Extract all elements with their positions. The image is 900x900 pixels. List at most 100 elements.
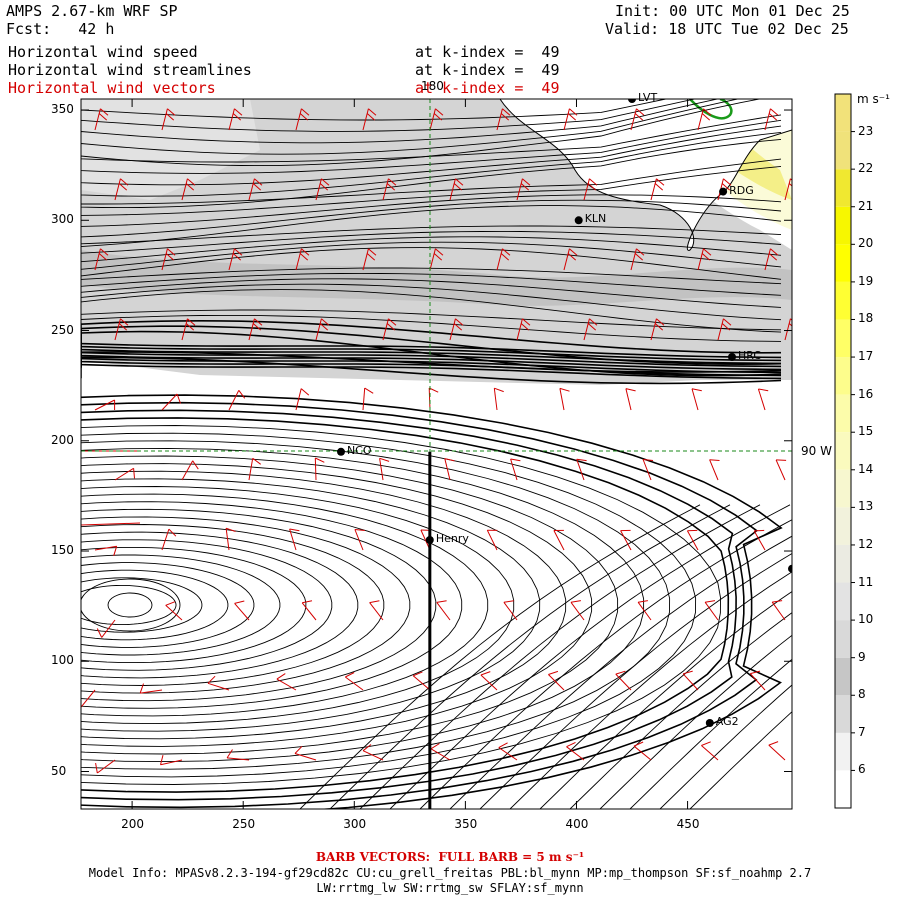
wind-barb-feather: [315, 457, 325, 463]
colorbar-label: 6: [858, 762, 866, 777]
wind-barb-feather: [455, 178, 464, 186]
colorbar-unit: m s⁻¹: [857, 92, 890, 106]
wind-barb-feather: [362, 744, 372, 752]
plot-content: [81, 99, 792, 809]
wind-barb-staff: [345, 676, 364, 691]
wind-barb-staff: [496, 108, 503, 131]
chart-title: AMPS 2.67-km WRF SP: [6, 2, 178, 20]
streamline: [81, 354, 782, 371]
wind-barb-feather: [366, 113, 376, 121]
wind-barb-feather: [176, 393, 181, 404]
streamline: [81, 440, 671, 770]
wind-barb-feather: [192, 460, 199, 470]
wind-barb-staff: [768, 744, 786, 761]
wind-barb-feather: [254, 178, 263, 186]
wind-barb-feather: [569, 248, 578, 256]
colorbar-label: 8: [858, 687, 866, 702]
colorbar-label: 13: [858, 499, 874, 514]
streamline: [81, 309, 782, 331]
wind-barb-staff: [362, 248, 369, 271]
colorbar-label: 19: [858, 273, 874, 288]
streamline: [509, 571, 792, 809]
colorbar-cell: [835, 131, 851, 170]
streamline: [81, 325, 782, 366]
wind-barb-feather: [386, 183, 396, 191]
wind-barb-staff: [161, 108, 168, 131]
wind-barb-staff: [94, 248, 101, 271]
wind-barb-feather: [252, 457, 262, 465]
wind-barb-feather: [587, 323, 597, 331]
wind-barb-staff: [566, 746, 585, 761]
wind-barb-feather: [302, 600, 313, 604]
field-name-streamlines: Horizontal wind streamlines: [8, 61, 252, 79]
wind-barb-feather: [368, 248, 377, 256]
wind-barb-staff: [181, 318, 188, 341]
streamline: [81, 501, 463, 709]
wind-barb-feather: [569, 108, 578, 116]
wind-barb-staff: [449, 318, 456, 341]
wind-barb-feather: [587, 183, 597, 191]
streamline: [81, 516, 411, 694]
colorbar-cell: [835, 206, 851, 245]
streamline: [539, 591, 792, 809]
y-tick-label: 300: [51, 212, 74, 227]
streamline: [81, 394, 783, 809]
wind-barb-feather: [133, 468, 135, 479]
streamline: [81, 131, 782, 197]
shading-dark: [81, 250, 792, 306]
wind-barb-feather: [453, 323, 463, 331]
wind-barb-feather: [100, 108, 109, 116]
streamline: [419, 519, 792, 809]
streamline: [81, 278, 782, 308]
colorbar-cell: [835, 732, 851, 771]
wind-barb-feather: [96, 628, 103, 638]
colorbar-cell: [835, 582, 851, 621]
wind-barb-feather: [167, 248, 176, 256]
wind-barb-feather: [788, 183, 792, 187]
colorbar-cell: [835, 620, 851, 658]
colorbar-label: 23: [858, 123, 874, 138]
streamline: [689, 711, 792, 809]
colorbar-cell: [835, 394, 851, 433]
streamline: [389, 504, 791, 809]
wind-barb-staff: [227, 757, 250, 761]
wind-barb-feather: [254, 318, 263, 326]
wind-barb-staff: [228, 390, 240, 411]
colorbar-label: 20: [858, 236, 874, 251]
wind-barb-feather: [721, 183, 731, 191]
streamline: [81, 241, 782, 273]
wind-barb-feather: [634, 113, 644, 121]
streamline: [81, 125, 782, 186]
wind-barb-staff: [563, 108, 570, 131]
wind-barb-staff: [516, 178, 523, 201]
wind-barb-staff: [757, 388, 766, 411]
wind-barb-staff: [362, 108, 369, 131]
wind-barb-staff: [248, 318, 255, 341]
wind-barb-staff: [570, 602, 585, 621]
wind-barb-feather: [500, 113, 510, 121]
streamline: [81, 470, 567, 740]
wind-barb-feather: [433, 253, 443, 261]
wind-barb-feather: [589, 178, 598, 186]
valid-time: Valid: 18 UTC Tue 02 Dec 25: [605, 20, 849, 38]
station-label: RDG: [729, 183, 754, 197]
streamline: [629, 658, 792, 809]
wind-barb-feather: [522, 178, 531, 186]
wind-barb-feather: [510, 458, 521, 462]
wind-barb-feather: [522, 318, 531, 326]
station-marker: [719, 187, 728, 196]
wind-barb-feather: [772, 600, 783, 603]
x-tick-label: 350: [454, 817, 478, 831]
streamline: [81, 554, 281, 656]
wind-barb-staff: [775, 459, 786, 481]
y-tick-label: 200: [51, 432, 74, 447]
wind-barb-staff: [295, 248, 302, 271]
x-tick-label: 400: [565, 817, 589, 831]
wind-barb-staff: [633, 745, 652, 761]
colorbar-label: 11: [858, 574, 874, 589]
plot-frame: [80, 98, 793, 810]
wind-barb-feather: [98, 113, 108, 121]
wind-barb-feather: [252, 183, 262, 191]
station-marker: [788, 564, 792, 573]
wind-barb-staff: [81, 522, 141, 526]
